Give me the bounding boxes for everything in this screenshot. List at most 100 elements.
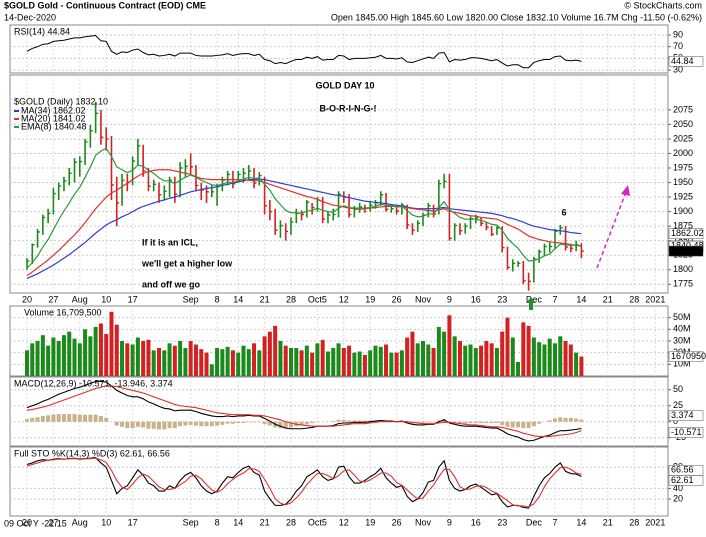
volume-bar — [479, 345, 484, 376]
histogram-bar — [135, 421, 140, 427]
volume-bar — [389, 352, 394, 376]
histogram-bar — [252, 421, 257, 423]
histogram-bar — [25, 419, 29, 422]
histogram-bar — [98, 415, 103, 422]
volume-bar — [431, 348, 436, 376]
x-tick-label: Oct5 — [308, 294, 327, 304]
histogram-bar — [30, 417, 35, 422]
histogram-bar — [352, 420, 357, 422]
volume-bar — [399, 350, 404, 376]
histogram-bar — [494, 421, 499, 423]
histogram-bar — [267, 421, 272, 426]
histogram-bar — [188, 421, 193, 425]
volume-bar — [436, 327, 441, 376]
y-tick-label: 40 — [673, 483, 683, 493]
volume-bar — [352, 352, 357, 376]
histogram-bar — [204, 421, 209, 427]
sto-tag: 66.56 — [671, 465, 694, 475]
histogram-bar — [457, 421, 462, 424]
y-tick-label: 20 — [673, 493, 683, 503]
histogram-bar — [257, 421, 262, 423]
histogram-bar — [452, 421, 457, 423]
volume-bar — [452, 336, 457, 376]
volume-bar — [30, 343, 35, 376]
histogram-bar — [289, 421, 293, 428]
volume-bar — [457, 341, 462, 376]
histogram-bar — [563, 417, 568, 422]
histogram-bar — [558, 417, 563, 422]
histogram-bar — [146, 421, 151, 429]
x-tick-label: 21 — [260, 294, 270, 304]
volume-bar — [204, 352, 209, 376]
histogram-bar — [236, 421, 241, 423]
x-tick-label: 19 — [365, 294, 375, 304]
x-tick-label: 28 — [286, 294, 296, 304]
histogram-bar — [468, 421, 473, 423]
x-tick-label: 23 — [497, 294, 507, 304]
volume-bar — [336, 343, 341, 376]
legend: $GOLD (Daily) 1832.10 — [14, 96, 108, 106]
indicator-line — [26, 457, 582, 508]
x-tick-label: 10 — [101, 294, 111, 304]
x-tick-label: 20 — [22, 517, 32, 527]
histogram-bar — [230, 421, 235, 424]
volume-bar — [542, 344, 547, 376]
volume-bar — [468, 344, 473, 376]
y-tick-label: 1900 — [673, 206, 693, 216]
volume-bar — [125, 343, 130, 376]
volume-bar — [72, 338, 77, 376]
y-tick-label: 50 — [673, 384, 683, 394]
volume-bar — [230, 350, 235, 376]
volume-bar — [188, 341, 193, 376]
volume-bar — [331, 348, 336, 376]
volume-bar — [442, 331, 447, 376]
x-tick-label: 12 — [339, 517, 349, 527]
volume-bar — [104, 334, 109, 376]
volume-bar — [553, 343, 557, 376]
volume-bar — [368, 350, 373, 376]
volume-bar — [384, 344, 389, 376]
histogram-bar — [484, 421, 489, 423]
y-tick-label: 1875 — [673, 221, 693, 231]
histogram-bar — [56, 414, 61, 422]
annotation-arrowhead — [621, 185, 630, 196]
histogram-bar — [521, 421, 526, 429]
x-tick-label: 27 — [48, 294, 58, 304]
source: © StockCharts.com — [624, 0, 702, 10]
volume-bar — [77, 343, 82, 376]
histogram-bar — [167, 421, 172, 429]
volume-bar — [516, 362, 521, 376]
volume-bar — [157, 348, 161, 376]
volume-bar — [178, 341, 183, 376]
y-tick-label: 25 — [673, 400, 683, 410]
histogram-bar — [215, 421, 220, 426]
x-tick-label: 14 — [233, 294, 243, 304]
y-tick-label: 1850 — [673, 235, 693, 245]
macd-tag-bg — [668, 427, 704, 438]
volume-bar — [236, 352, 241, 376]
volume-bar — [563, 341, 568, 376]
volume-bar — [421, 341, 425, 376]
histogram-bar — [516, 421, 521, 428]
volume-bar — [463, 345, 468, 376]
x-tick-label: Nov — [415, 294, 432, 304]
panel-frame — [9, 376, 669, 447]
y-tick-label: 1800 — [673, 264, 693, 274]
x-tick-label: Nov — [415, 517, 432, 527]
histogram-bar — [241, 421, 246, 423]
volume-bar — [61, 335, 66, 376]
x-tick-label: Sep — [183, 294, 199, 304]
volume-bar — [294, 348, 299, 376]
histogram-bar — [436, 420, 441, 422]
volume-bar — [579, 356, 584, 376]
histogram-bar — [283, 421, 288, 429]
histogram-bar — [505, 421, 510, 427]
histogram-bar — [130, 421, 135, 429]
x-tick-label: 2021 — [645, 294, 665, 304]
histogram-bar — [77, 414, 82, 422]
histogram-bar — [178, 421, 183, 427]
volume-bar — [373, 345, 378, 376]
x-tick-label: 19 — [365, 517, 375, 527]
volume-bar — [394, 352, 399, 376]
volume-bar — [35, 341, 40, 376]
